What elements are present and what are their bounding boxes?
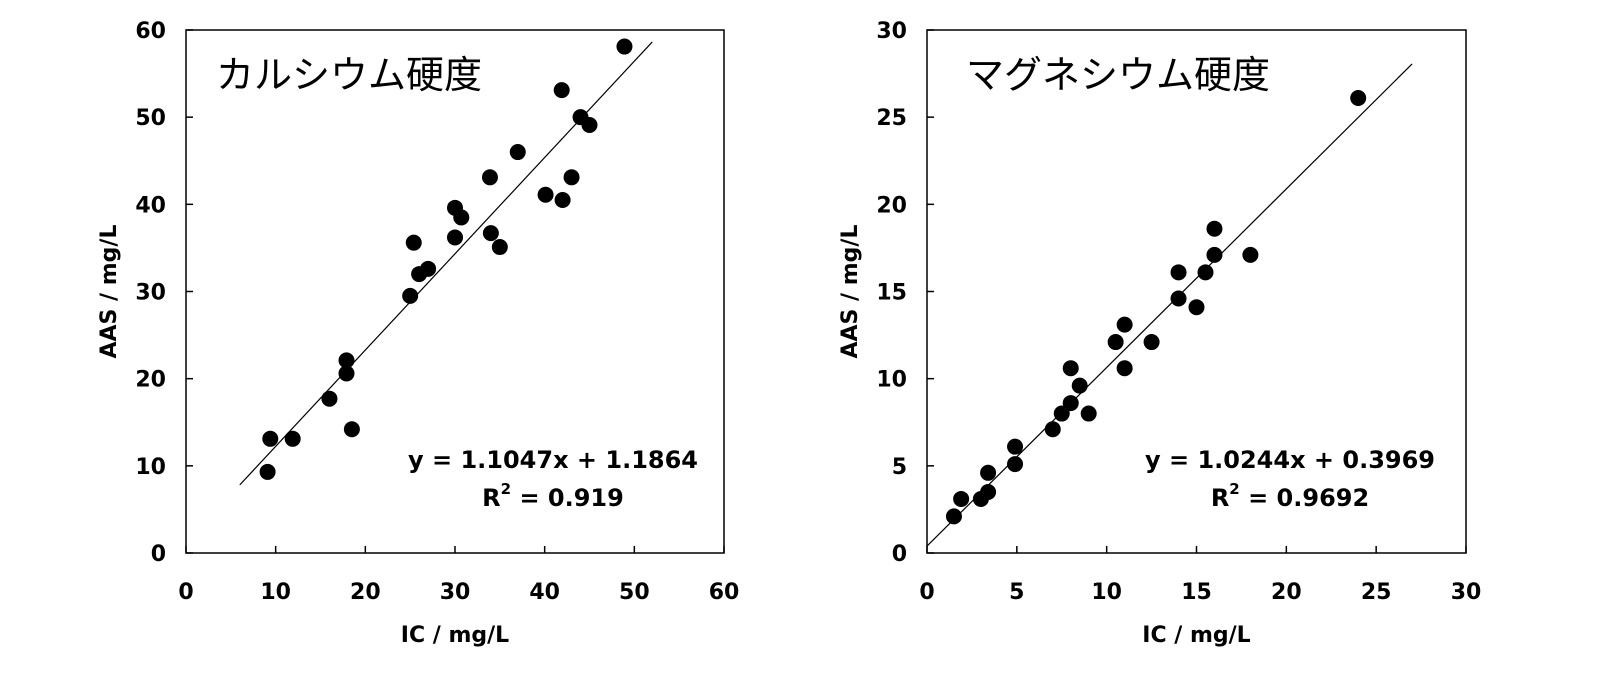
data-point	[1007, 456, 1024, 473]
data-point	[1188, 299, 1205, 316]
y-axis-title: AAS / mg/L	[838, 225, 863, 359]
data-point	[284, 430, 301, 447]
data-point	[980, 464, 997, 481]
x-tick-label: 60	[709, 580, 740, 605]
data-point	[1143, 334, 1160, 351]
data-point	[554, 191, 571, 208]
y-tick-label: 0	[151, 542, 166, 567]
data-point	[1053, 405, 1070, 422]
y-tick-label: 10	[135, 455, 166, 480]
data-point	[1044, 421, 1061, 438]
x-tick-label: 10	[260, 580, 291, 605]
x-axis-title: IC / mg/L	[1142, 623, 1250, 648]
data-point	[1062, 395, 1079, 412]
y-tick-label: 40	[135, 193, 166, 218]
data-point	[563, 169, 580, 186]
data-point	[1080, 405, 1097, 422]
x-tick-label: 50	[619, 580, 650, 605]
r-squared-superscript: 2	[1229, 480, 1239, 498]
x-tick-label: 0	[919, 580, 934, 605]
data-point	[491, 239, 508, 256]
y-tick-label: 60	[135, 19, 166, 44]
data-point	[1242, 246, 1259, 263]
data-point	[945, 508, 962, 525]
y-tick-label: 30	[135, 281, 166, 306]
data-point	[509, 144, 526, 161]
data-point	[1116, 360, 1133, 377]
data-point	[1062, 360, 1079, 377]
y-tick-label: 20	[135, 368, 166, 393]
data-point	[405, 234, 422, 251]
y-tick-label: 25	[876, 106, 907, 131]
regression-equation: y = 1.1047x + 1.1864	[408, 446, 698, 474]
x-tick-label: 25	[1361, 580, 1392, 605]
chart-panel-1: 0 10 20 30 40 50 60 0 10 20 30 40 50 60 IC / mg/L AAS /…	[97, 19, 739, 648]
data-point	[1116, 316, 1133, 333]
data-point	[1206, 246, 1223, 263]
r-squared-superscript: 2	[501, 480, 511, 498]
data-point	[262, 430, 279, 447]
x-tick-label: 20	[1271, 580, 1302, 605]
y-tick-label: 5	[892, 455, 907, 480]
data-point	[259, 463, 276, 480]
data-point	[481, 169, 498, 186]
r-squared-prefix: R	[482, 484, 500, 512]
chart-title: マグネシウム硬度	[966, 53, 1270, 97]
data-point	[1107, 334, 1124, 351]
chart-title: カルシウム硬度	[216, 53, 482, 97]
data-point	[980, 483, 997, 500]
x-tick-label: 40	[529, 580, 560, 605]
x-tick-label: 15	[1181, 580, 1212, 605]
data-point	[343, 421, 360, 438]
data-point	[1197, 264, 1214, 281]
r-squared-value: = 0.919	[511, 484, 624, 512]
data-point	[420, 260, 437, 277]
data-point	[581, 117, 598, 134]
data-point	[482, 225, 499, 242]
r-squared-value: = 0.9692	[1240, 484, 1369, 512]
data-point	[321, 390, 338, 407]
y-tick-label: 50	[135, 106, 166, 131]
x-tick-label: 5	[1009, 580, 1024, 605]
x-tick-label: 30	[440, 580, 471, 605]
data-point	[338, 365, 355, 382]
x-tick-label: 20	[350, 580, 381, 605]
data-point	[616, 38, 633, 55]
data-point	[338, 352, 355, 369]
data-point	[953, 490, 970, 507]
data-point	[1170, 264, 1187, 281]
y-tick-label: 15	[876, 281, 907, 306]
data-point	[1350, 89, 1367, 106]
trendline	[239, 41, 653, 486]
y-tick-label: 30	[876, 19, 907, 44]
data-point	[537, 186, 554, 203]
x-tick-label: 0	[178, 580, 193, 605]
plot-frame	[926, 29, 1467, 554]
r-squared: R2 = 0.9692	[1211, 480, 1369, 512]
y-axis-title: AAS / mg/L	[97, 225, 122, 359]
data-point	[1170, 290, 1187, 307]
x-axis-title: IC / mg/L	[401, 623, 509, 648]
r-squared: R2 = 0.919	[482, 480, 624, 512]
regression-equation: y = 1.0244x + 0.3969	[1145, 446, 1435, 474]
data-point	[402, 287, 419, 304]
data-point	[447, 229, 463, 246]
data-point	[453, 209, 470, 226]
x-tick-label: 30	[1451, 580, 1482, 605]
data-point	[1071, 377, 1088, 394]
data-point	[1007, 438, 1024, 455]
y-tick-label: 10	[876, 368, 907, 393]
chart-panel-2: 0 5 10 15 20 25 30 0 5 10 15 20 25 30 IC / mg/L AAS / m…	[838, 19, 1481, 648]
r-squared-prefix: R	[1211, 484, 1229, 512]
data-point	[1206, 220, 1223, 237]
data-point	[553, 82, 570, 99]
y-tick-label: 20	[876, 193, 907, 218]
y-tick-label: 0	[892, 542, 907, 567]
x-tick-label: 10	[1091, 580, 1122, 605]
